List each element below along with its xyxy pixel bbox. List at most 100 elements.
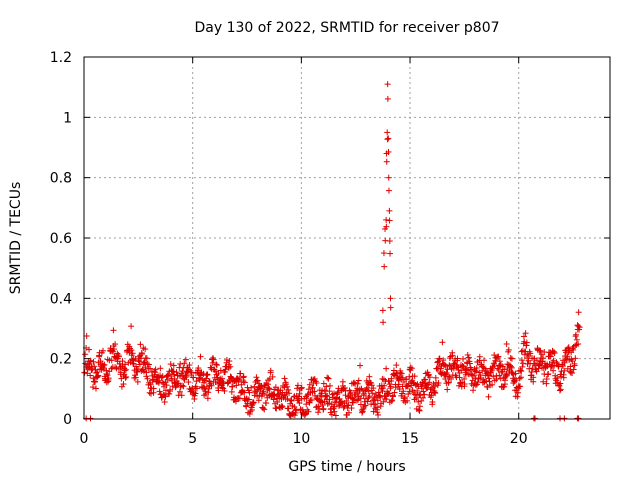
data-point xyxy=(361,403,368,410)
y-tick-label: 1 xyxy=(63,110,72,126)
data-point xyxy=(246,389,253,396)
data-point xyxy=(413,395,420,402)
data-point xyxy=(551,350,558,357)
data-point xyxy=(166,390,173,397)
data-point xyxy=(366,373,373,380)
data-point xyxy=(92,385,99,392)
data-point xyxy=(359,409,366,416)
data-point xyxy=(214,374,221,381)
data-point xyxy=(435,365,442,372)
y-tick-labels: 0 0.2 0.4 0.6 0.8 1 1.2 xyxy=(50,50,72,428)
data-point xyxy=(147,390,154,397)
data-point xyxy=(257,385,264,392)
data-point xyxy=(513,377,520,384)
data-point xyxy=(343,398,350,405)
data-point xyxy=(115,353,122,360)
data-point xyxy=(415,398,422,405)
data-point xyxy=(246,396,253,403)
data-point xyxy=(323,383,330,390)
data-point xyxy=(540,355,547,362)
data-point xyxy=(477,371,484,378)
data-point xyxy=(533,357,540,364)
data-point xyxy=(331,390,338,397)
data-point xyxy=(341,384,348,391)
data-point xyxy=(326,388,333,395)
data-point xyxy=(233,382,240,389)
data-point xyxy=(182,356,189,363)
data-point xyxy=(150,385,157,392)
data-point xyxy=(416,403,423,410)
data-point xyxy=(545,371,552,378)
data-point xyxy=(351,379,358,386)
data-point xyxy=(104,372,111,379)
data-point xyxy=(474,379,481,386)
data-point xyxy=(364,384,371,391)
data-point xyxy=(326,396,333,403)
data-point xyxy=(540,378,547,385)
data-point xyxy=(550,348,557,355)
data-point xyxy=(523,339,530,346)
data-point xyxy=(318,398,325,405)
data-point xyxy=(254,377,261,384)
data-point xyxy=(260,405,267,412)
data-point xyxy=(222,366,229,373)
data-point xyxy=(559,363,566,370)
data-point xyxy=(195,365,202,372)
data-point xyxy=(560,374,567,381)
data-point xyxy=(512,370,519,377)
data-point xyxy=(239,388,246,395)
data-point xyxy=(181,360,188,367)
data-point xyxy=(221,368,228,375)
data-point xyxy=(384,95,391,102)
data-point xyxy=(279,403,286,410)
data-point xyxy=(460,355,467,362)
data-point xyxy=(157,365,164,372)
data-point xyxy=(236,395,243,402)
data-point xyxy=(491,361,498,368)
data-point xyxy=(306,381,313,388)
data-point xyxy=(248,384,255,391)
data-point xyxy=(288,397,295,404)
data-point xyxy=(86,346,93,353)
data-point xyxy=(353,397,360,404)
data-point xyxy=(87,415,94,422)
data-point xyxy=(311,388,318,395)
data-point xyxy=(383,216,390,223)
data-point xyxy=(432,390,439,397)
data-point xyxy=(170,368,177,375)
data-point xyxy=(347,389,354,396)
data-point xyxy=(134,378,141,385)
data-point xyxy=(313,404,320,411)
data-point xyxy=(143,355,150,362)
data-point xyxy=(365,388,372,395)
data-point xyxy=(213,362,220,369)
data-point xyxy=(260,388,267,395)
data-point xyxy=(196,375,203,382)
data-point xyxy=(204,395,211,402)
data-point xyxy=(386,238,393,245)
data-point xyxy=(461,381,468,388)
data-point xyxy=(518,368,525,375)
data-point xyxy=(284,383,291,390)
data-point xyxy=(561,367,568,374)
data-point xyxy=(221,387,228,394)
data-point xyxy=(161,399,168,406)
data-point xyxy=(345,402,352,409)
data-point xyxy=(309,384,316,391)
data-point xyxy=(204,371,211,378)
data-point xyxy=(508,364,515,371)
data-point xyxy=(132,374,139,381)
x-tick-label: 0 xyxy=(80,431,89,447)
data-point xyxy=(518,374,525,381)
data-point xyxy=(374,409,381,416)
data-point xyxy=(486,372,493,379)
data-point xyxy=(426,379,433,386)
data-point xyxy=(159,379,166,386)
data-point xyxy=(496,372,503,379)
data-point xyxy=(120,381,127,388)
data-point xyxy=(95,372,102,379)
data-point xyxy=(537,347,544,354)
data-point xyxy=(390,393,397,400)
data-point xyxy=(526,365,533,372)
data-point xyxy=(281,392,288,399)
